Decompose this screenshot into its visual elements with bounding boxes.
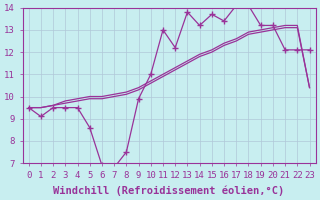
X-axis label: Windchill (Refroidissement éolien,°C): Windchill (Refroidissement éolien,°C)	[53, 185, 285, 196]
